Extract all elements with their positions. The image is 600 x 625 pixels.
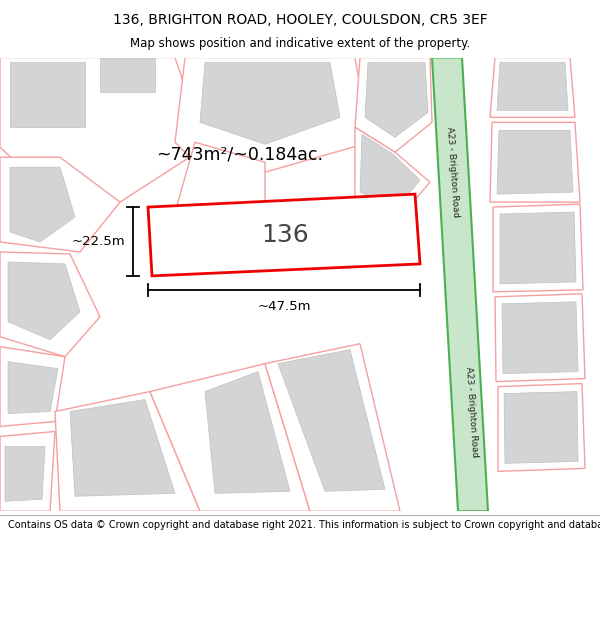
Polygon shape bbox=[498, 384, 585, 471]
Polygon shape bbox=[10, 62, 85, 127]
Polygon shape bbox=[0, 252, 100, 357]
Polygon shape bbox=[432, 58, 488, 511]
Polygon shape bbox=[355, 58, 432, 152]
Polygon shape bbox=[490, 122, 580, 202]
Polygon shape bbox=[497, 62, 568, 111]
Polygon shape bbox=[0, 431, 55, 511]
Polygon shape bbox=[175, 58, 370, 172]
Polygon shape bbox=[10, 168, 75, 242]
Polygon shape bbox=[504, 392, 578, 463]
Text: Contains OS data © Crown copyright and database right 2021. This information is : Contains OS data © Crown copyright and d… bbox=[8, 521, 600, 531]
Polygon shape bbox=[0, 58, 205, 202]
Polygon shape bbox=[175, 142, 265, 222]
Text: 136, BRIGHTON ROAD, HOOLEY, COULSDON, CR5 3EF: 136, BRIGHTON ROAD, HOOLEY, COULSDON, CR… bbox=[113, 12, 487, 27]
Polygon shape bbox=[8, 362, 58, 414]
Polygon shape bbox=[55, 392, 200, 511]
Polygon shape bbox=[493, 204, 583, 292]
Polygon shape bbox=[265, 344, 400, 511]
Polygon shape bbox=[495, 294, 585, 382]
Polygon shape bbox=[205, 372, 290, 493]
Polygon shape bbox=[0, 347, 65, 426]
Polygon shape bbox=[278, 350, 385, 491]
Polygon shape bbox=[70, 399, 175, 496]
Polygon shape bbox=[360, 134, 420, 207]
Polygon shape bbox=[100, 58, 155, 92]
Polygon shape bbox=[150, 364, 310, 511]
Text: ~743m²/~0.184ac.: ~743m²/~0.184ac. bbox=[157, 145, 323, 163]
Polygon shape bbox=[500, 212, 576, 284]
Text: A23 - Brighton Road: A23 - Brighton Road bbox=[464, 366, 479, 457]
Polygon shape bbox=[0, 158, 120, 252]
Text: ~47.5m: ~47.5m bbox=[257, 300, 311, 313]
Text: A23 - Brighton Road: A23 - Brighton Road bbox=[445, 126, 461, 218]
Polygon shape bbox=[8, 262, 80, 340]
Polygon shape bbox=[502, 302, 578, 374]
Polygon shape bbox=[497, 130, 573, 194]
Polygon shape bbox=[5, 446, 45, 501]
Text: 136: 136 bbox=[261, 223, 309, 247]
Polygon shape bbox=[490, 58, 575, 118]
Polygon shape bbox=[365, 62, 428, 138]
Polygon shape bbox=[355, 127, 430, 217]
Polygon shape bbox=[200, 62, 340, 144]
Text: Map shows position and indicative extent of the property.: Map shows position and indicative extent… bbox=[130, 38, 470, 51]
Text: ~22.5m: ~22.5m bbox=[71, 236, 125, 249]
Polygon shape bbox=[148, 194, 420, 276]
